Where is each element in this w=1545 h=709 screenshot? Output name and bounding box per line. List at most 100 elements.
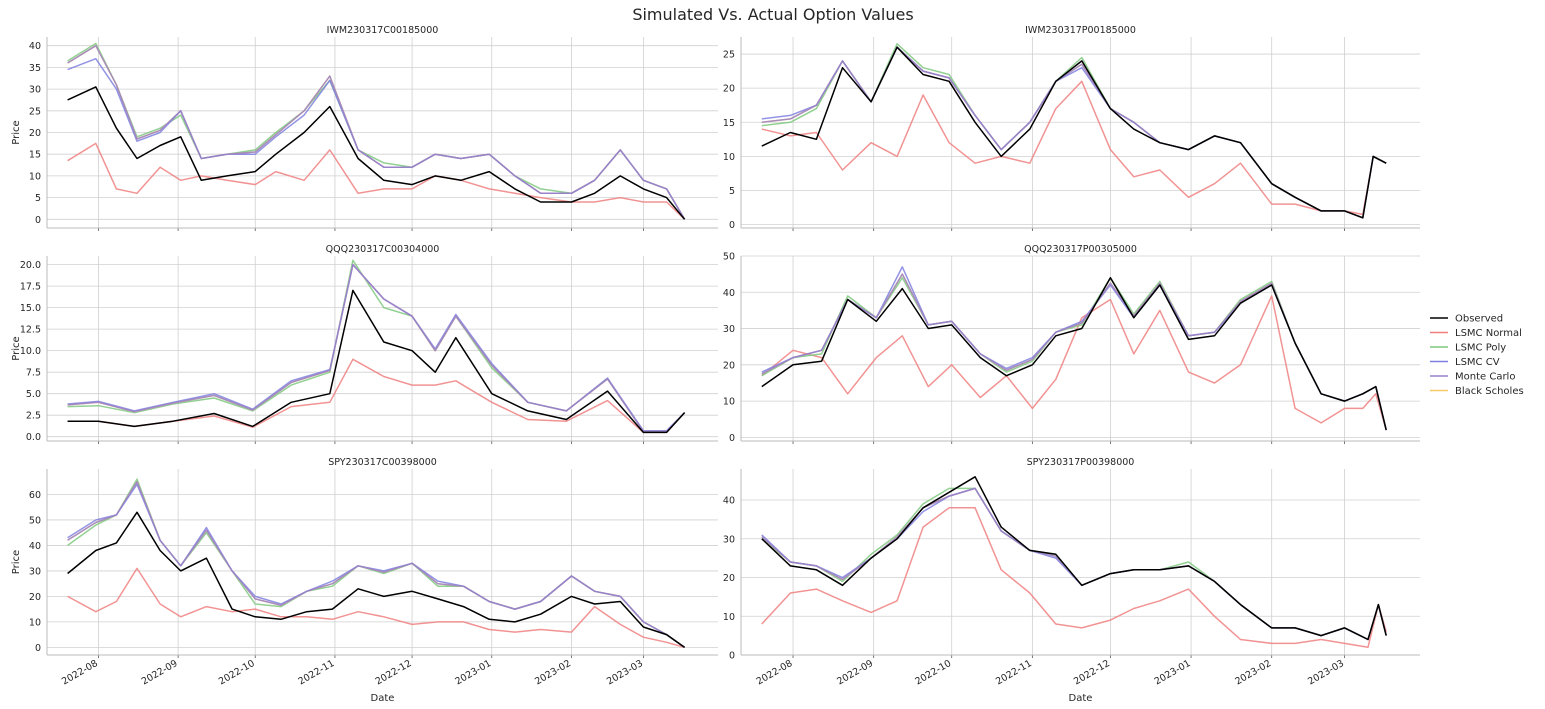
series-line-observed — [761, 46, 1387, 219]
y-tick-label: 0 — [729, 433, 735, 444]
series-line-lsmc-cv — [761, 487, 1387, 641]
subplot-1: 0 5 10 15 20 25 30 35 40 IWM230317C00185000 Price — [11, 25, 718, 231]
subplot-4: 0 10 20 30 40 50 QQQ230317P00305000 — [723, 244, 1420, 444]
series-line-observed — [761, 476, 1387, 641]
series-line-lsmc-normal — [761, 80, 1387, 216]
series-line-monte-carlo — [761, 46, 1387, 219]
legend-label: Black Scholes — [1455, 386, 1524, 397]
y-tick-label: 15 — [723, 118, 735, 129]
x-axis-label: Date — [371, 693, 395, 704]
y-tick-label: 35 — [29, 63, 41, 74]
legend-label: LSMC Poly — [1455, 343, 1506, 354]
subplot-title: QQQ230317P00305000 — [1024, 244, 1137, 255]
x-tick-label: 2023-01 — [453, 658, 493, 687]
y-tick-label: 40 — [29, 541, 41, 552]
series-line-observed — [761, 277, 1387, 431]
series-line-monte-carlo — [67, 480, 686, 649]
series-line-lsmc-normal — [67, 358, 686, 434]
y-tick-label: 10.0 — [20, 346, 41, 357]
y-tick-label: 50 — [723, 252, 735, 263]
x-tick-label: 2022-10 — [217, 658, 257, 687]
x-tick-label: 2022-10 — [913, 658, 953, 687]
subplot-title: IWM230317C00185000 — [327, 25, 439, 36]
y-tick-label: 60 — [29, 490, 41, 501]
legend-label: LSMC Normal — [1455, 328, 1522, 339]
y-tick-label: 50 — [29, 515, 41, 526]
x-tick-label: 2022-08 — [60, 658, 100, 687]
y-tick-label: 20 — [29, 592, 41, 603]
y-tick-label: 20.0 — [20, 260, 41, 271]
x-tick-label: 2023-02 — [533, 658, 573, 687]
series-line-lsmc-normal — [761, 507, 1387, 649]
series-line-observed — [67, 289, 686, 434]
series-line-lsmc-cv — [67, 483, 686, 649]
y-tick-label: 40 — [29, 41, 41, 52]
subplot-2: 0 5 10 15 20 25 IWM230317P00185000 — [723, 25, 1420, 231]
subplot-3: 0.0 2.5 5.0 7.5 10.0 12.5 15.0 17.5 20.0 QQQ23031… — [11, 244, 718, 444]
y-tick-label: 17.5 — [20, 282, 41, 293]
y-tick-label: 10 — [723, 397, 735, 408]
y-tick-label: 0 — [729, 651, 735, 662]
legend-label: Observed — [1455, 314, 1503, 325]
x-tick-label: 2022-12 — [1072, 658, 1112, 687]
y-tick-label: 0.0 — [26, 432, 41, 443]
x-tick-label: 2022-09 — [140, 658, 180, 687]
series-line-monte-carlo — [67, 263, 686, 433]
y-tick-label: 20 — [723, 360, 735, 371]
series-line-lsmc-cv — [761, 46, 1387, 219]
series-line-lsmc-normal — [67, 142, 686, 220]
series-line-lsmc-normal — [761, 295, 1387, 431]
y-tick-label: 10 — [29, 171, 41, 182]
y-tick-label: 20 — [723, 573, 735, 584]
x-tick-label: 2022-11 — [994, 658, 1034, 687]
panels: 0 5 10 15 20 25 30 35 40 IWM230317C00185000 Price 0… — [11, 25, 1420, 704]
y-tick-label: 5.0 — [26, 389, 41, 400]
y-tick-label: 25 — [723, 50, 735, 61]
x-tick-label: 2022-12 — [374, 658, 414, 687]
series-line-observed — [67, 511, 686, 649]
y-axis-label: Price — [11, 336, 22, 360]
series-line-black-scholes — [761, 46, 1387, 219]
y-tick-label: 30 — [29, 566, 41, 577]
series-line-observed — [67, 86, 686, 220]
y-tick-label: 5 — [729, 186, 735, 197]
subplot-title: QQQ230317C00304000 — [326, 244, 440, 255]
y-tick-label: 7.5 — [26, 368, 41, 379]
x-tick-label: 2022-11 — [297, 658, 337, 687]
figure-title: Simulated Vs. Actual Option Values — [632, 5, 913, 24]
subplot-title: SPY230317C00398000 — [328, 457, 437, 468]
y-tick-label: 15.0 — [20, 303, 41, 314]
y-tick-label: 20 — [29, 128, 41, 139]
y-axis-label: Price — [11, 550, 22, 574]
series-line-black-scholes — [67, 480, 686, 649]
subplot-title: IWM230317P00185000 — [1025, 25, 1136, 36]
x-tick-label: 2023-02 — [1233, 658, 1273, 687]
y-axis-label: Price — [11, 120, 22, 144]
series-line-lsmc-poly — [761, 487, 1387, 641]
x-tick-label: 2022-09 — [835, 658, 875, 687]
series-line-lsmc-cv — [761, 266, 1387, 431]
subplot-6: 0 10 20 30 40 2022-08 2022-09 2022-10 2022-11 202… — [723, 457, 1420, 704]
x-tick-label: 2023-03 — [605, 658, 645, 687]
subplot-title: SPY230317P00398000 — [1027, 457, 1135, 468]
legend-label: LSMC CV — [1455, 357, 1500, 368]
series-line-lsmc-cv — [67, 57, 686, 220]
series-line-monte-carlo — [67, 44, 686, 220]
y-tick-label: 10 — [723, 152, 735, 163]
legend: Observed LSMC Normal LSMC Poly LSMC CV Monte… — [1430, 314, 1524, 397]
y-tick-label: 0 — [35, 643, 41, 654]
series-line-lsmc-normal — [67, 567, 685, 649]
y-tick-label: 30 — [723, 534, 735, 545]
legend-label: Monte Carlo — [1455, 372, 1515, 383]
y-tick-label: 40 — [723, 288, 735, 299]
y-tick-label: 25 — [29, 106, 41, 117]
y-tick-label: 0 — [35, 215, 41, 226]
series-line-black-scholes — [761, 273, 1387, 431]
y-tick-label: 30 — [723, 324, 735, 335]
x-tick-label: 2023-03 — [1306, 658, 1346, 687]
x-tick-label: 2022-08 — [755, 658, 795, 687]
series-line-monte-carlo — [761, 487, 1387, 641]
y-tick-label: 15 — [29, 150, 41, 161]
x-tick-label: 2023-01 — [1153, 658, 1193, 687]
